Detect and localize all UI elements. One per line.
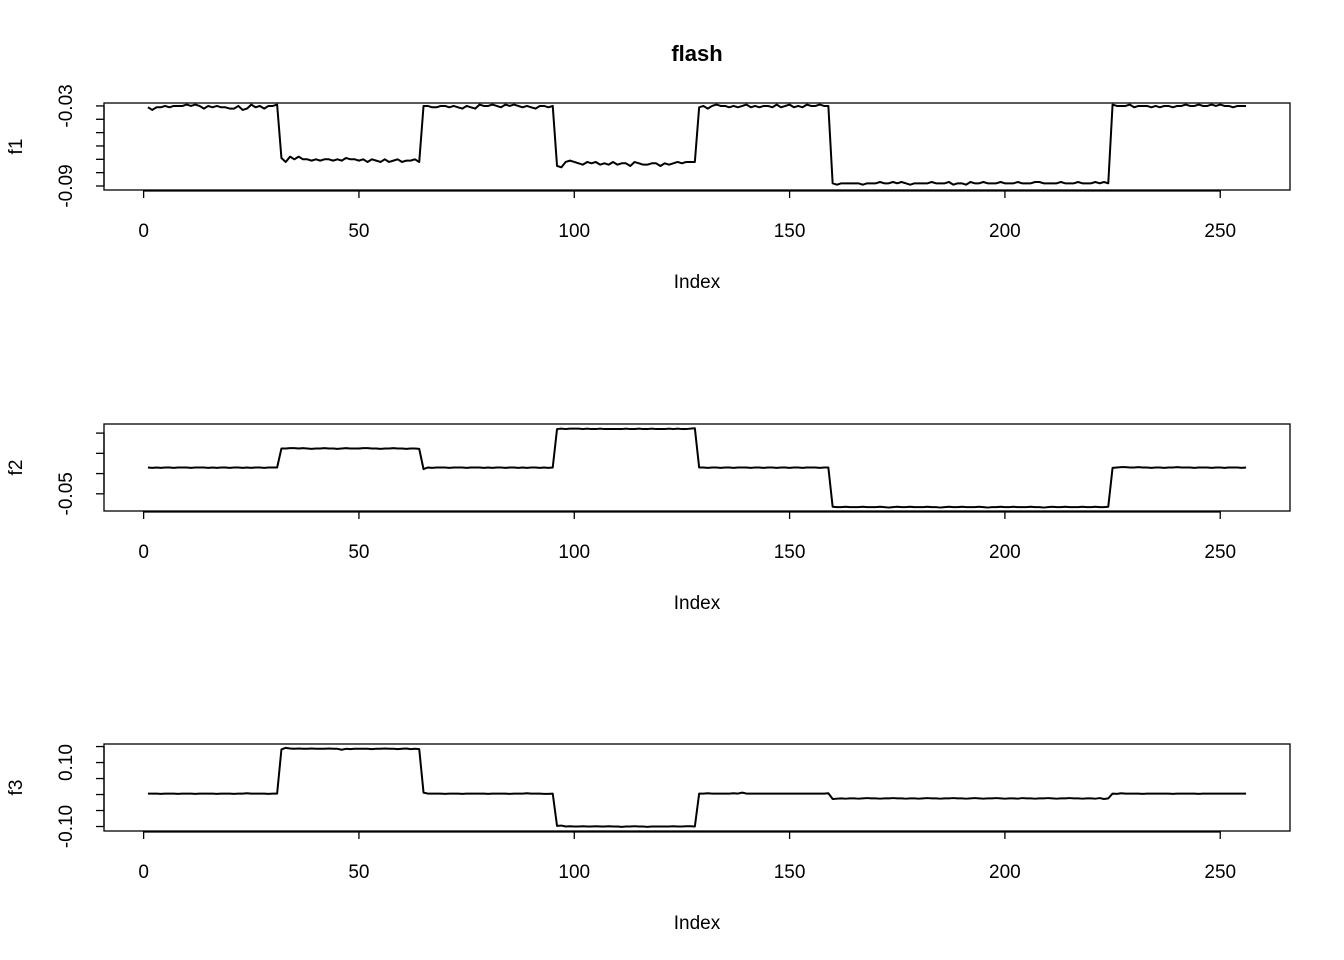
x-axis-label: Index (674, 913, 721, 934)
y-tick-label: -0.10 (56, 805, 77, 848)
y-tick-label: -0.05 (56, 472, 77, 515)
x-tick-label: 200 (989, 862, 1021, 883)
x-tick-label: 50 (348, 221, 369, 242)
x-tick-label: 50 (348, 542, 369, 563)
x-tick-label: 100 (558, 221, 590, 242)
y-axis-label: f1 (6, 139, 27, 155)
data-line (148, 428, 1246, 507)
x-tick-label: 250 (1204, 542, 1236, 563)
x-tick-label: 150 (774, 862, 806, 883)
x-tick-label: 50 (348, 862, 369, 883)
y-tick-label: -0.03 (56, 84, 77, 127)
x-tick-label: 100 (558, 542, 590, 563)
x-tick-label: 250 (1204, 221, 1236, 242)
y-tick-label: 0.10 (56, 744, 77, 781)
y-tick-label: -0.09 (56, 164, 77, 207)
plot-frame (104, 744, 1290, 831)
x-tick-label: 250 (1204, 862, 1236, 883)
y-axis-label: f3 (6, 780, 27, 796)
x-tick-label: 200 (989, 221, 1021, 242)
data-line (148, 105, 1246, 185)
x-tick-label: 150 (774, 542, 806, 563)
x-tick-label: 150 (774, 221, 806, 242)
x-axis-label: Index (674, 272, 721, 293)
x-tick-label: 100 (558, 862, 590, 883)
data-line (148, 748, 1246, 827)
y-axis-label: f2 (6, 460, 27, 476)
x-tick-label: 0 (138, 221, 149, 242)
x-axis-label: Index (674, 593, 721, 614)
x-tick-label: 200 (989, 542, 1021, 563)
figure-title: flash (671, 41, 722, 66)
x-tick-label: 0 (138, 542, 149, 563)
x-tick-label: 0 (138, 862, 149, 883)
